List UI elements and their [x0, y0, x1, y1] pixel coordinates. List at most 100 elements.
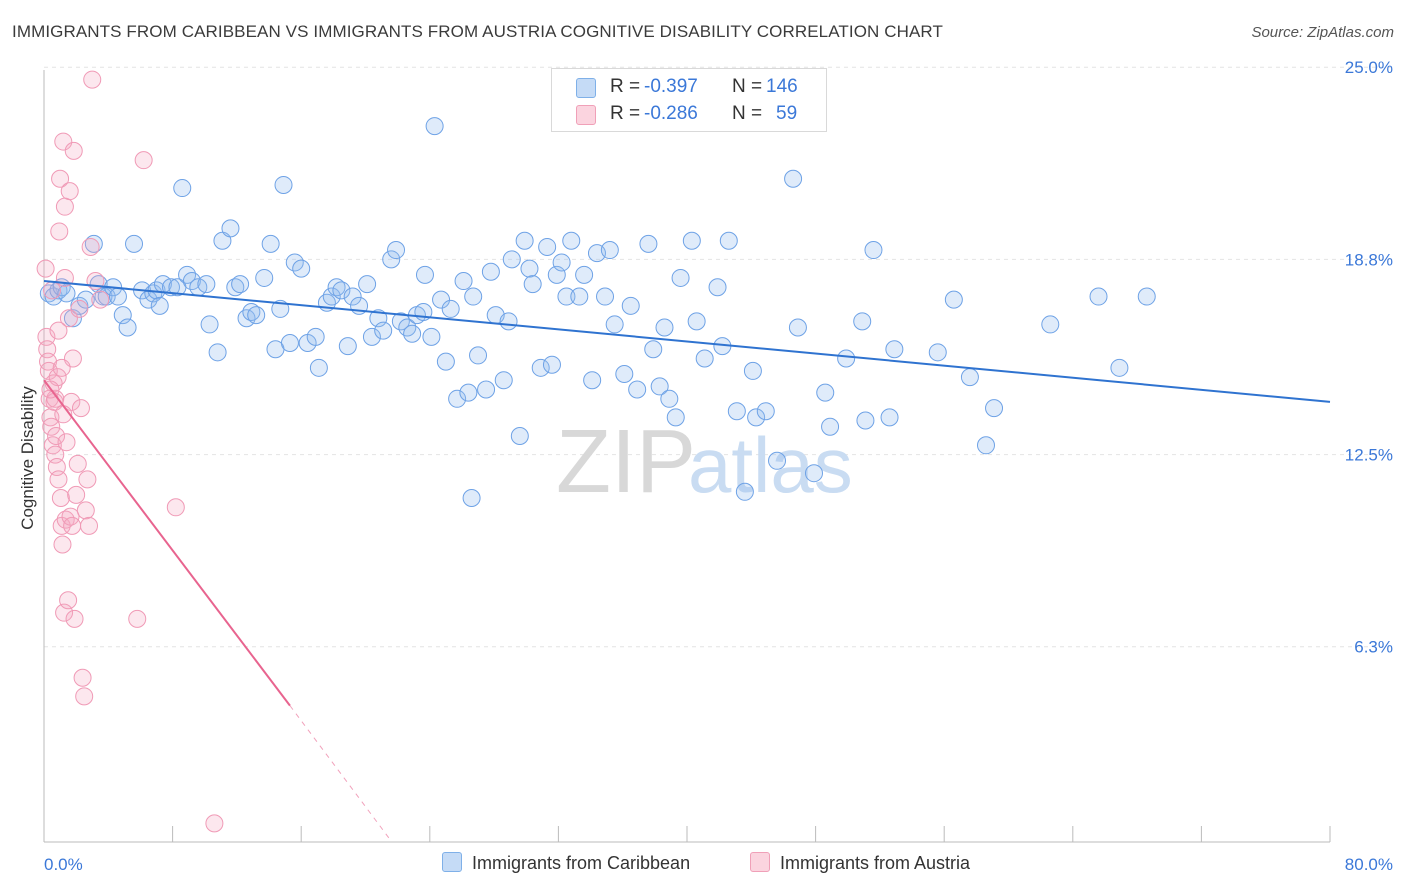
y-tick-label: 25.0% — [1345, 58, 1393, 77]
caribbean-point — [515, 231, 534, 250]
caribbean-point — [735, 482, 754, 501]
y-tick-labels: 25.0% 18.8% 12.5% 6.3% — [1345, 58, 1393, 657]
caribbean-point — [557, 287, 576, 306]
caribbean-point — [600, 241, 619, 260]
caribbean-point — [743, 361, 762, 380]
caribbean-point — [976, 436, 995, 455]
caribbean-point — [628, 380, 647, 399]
y-tick-label: 12.5% — [1345, 446, 1393, 465]
caribbean-point — [255, 268, 274, 287]
caribbean-point — [671, 268, 690, 287]
caribbean-point — [644, 340, 663, 359]
caribbean-point — [928, 343, 947, 362]
austria-point — [76, 501, 95, 520]
caribbean-point — [197, 275, 216, 294]
austria-point — [54, 132, 73, 151]
austria-trend-line — [43, 379, 291, 707]
austria-point — [134, 151, 153, 170]
caribbean-point — [338, 337, 357, 356]
caribbean-point — [242, 303, 261, 322]
austria-point — [51, 488, 70, 507]
caribbean-point — [261, 234, 280, 253]
caribbean-point — [309, 358, 328, 377]
caribbean-point — [708, 278, 727, 297]
caribbean-point — [454, 272, 473, 291]
legend-row-austria: R = -0.286 N = 59 — [552, 101, 826, 127]
source-label: Source: ZipAtlas.com — [1251, 24, 1394, 41]
caribbean-point — [422, 327, 441, 346]
austria-point — [63, 516, 82, 535]
x-min-label: 0.0% — [44, 855, 83, 874]
caribbean-point — [1110, 358, 1129, 377]
legend-n-value: 59 — [776, 103, 798, 124]
trend-lines — [43, 280, 1331, 840]
caribbean-point — [788, 318, 807, 337]
austria-point — [59, 591, 78, 610]
austria-point — [47, 427, 66, 445]
caribbean-point — [108, 287, 127, 306]
austria-point — [61, 507, 80, 526]
austria-point — [49, 321, 68, 340]
caribbean-point — [221, 219, 240, 238]
austria-point — [65, 609, 84, 628]
austria-point — [52, 358, 71, 377]
caribbean-point — [960, 368, 979, 387]
legend-item-austria: Immigrants from Austria — [750, 852, 970, 874]
caribbean-point — [856, 411, 875, 430]
austria-point — [64, 141, 83, 160]
austria-point — [51, 169, 70, 188]
austria-point — [75, 687, 94, 706]
x-ticks — [172, 826, 1331, 842]
caribbean-point — [448, 389, 467, 408]
austria-point — [70, 299, 89, 318]
caribbean-point — [387, 241, 406, 260]
austria-point — [49, 470, 68, 489]
caribbean-point — [575, 265, 594, 284]
caribbean-point — [469, 346, 488, 365]
austria-trend-extension — [289, 705, 391, 840]
caribbean-point — [727, 402, 746, 421]
caribbean-point — [432, 290, 451, 309]
austria-point — [80, 516, 99, 535]
caribbean-point — [161, 278, 180, 297]
y-tick-label: 18.8% — [1345, 250, 1393, 269]
watermark: ZIP atlas — [556, 412, 853, 512]
caribbean-point — [237, 309, 256, 328]
caribbean-point — [84, 234, 103, 253]
caribbean-point — [570, 287, 589, 306]
austria-point — [60, 182, 79, 201]
caribbean-point — [542, 355, 561, 374]
austria-point — [166, 498, 185, 517]
austria-point — [67, 485, 86, 504]
legend-swatch-caribbean — [576, 78, 596, 98]
caribbean-point — [403, 324, 422, 343]
caribbean-point — [650, 377, 669, 396]
caribbean-point — [747, 408, 766, 427]
caribbean-point — [76, 290, 95, 309]
caribbean-point — [864, 241, 883, 260]
caribbean-point — [208, 343, 227, 362]
caribbean-point — [459, 383, 478, 402]
caribbean-point — [477, 380, 496, 399]
caribbean-point — [621, 296, 640, 315]
austria-point — [42, 417, 61, 436]
austria-point — [73, 668, 92, 687]
legend-r-value: -0.286 — [644, 103, 698, 124]
legend-item-caribbean: Immigrants from Caribbean — [442, 852, 690, 874]
caribbean-point — [173, 179, 192, 198]
austria-point — [43, 281, 62, 300]
caribbean-point — [523, 275, 542, 294]
caribbean-point — [552, 253, 571, 272]
legend-r-label: R = — [610, 76, 641, 97]
austria-point — [55, 197, 74, 216]
caribbean-point — [150, 296, 169, 315]
grid-lines — [44, 66, 1392, 648]
caribbean-point — [531, 358, 550, 377]
caribbean-point — [880, 408, 899, 427]
correlation-legend: R = -0.397 N = 146 R = -0.286 N = 59 — [551, 68, 827, 132]
caribbean-point — [464, 287, 483, 306]
caribbean-point — [231, 275, 250, 294]
caribbean-point — [280, 334, 299, 353]
caribbean-point — [358, 275, 377, 294]
